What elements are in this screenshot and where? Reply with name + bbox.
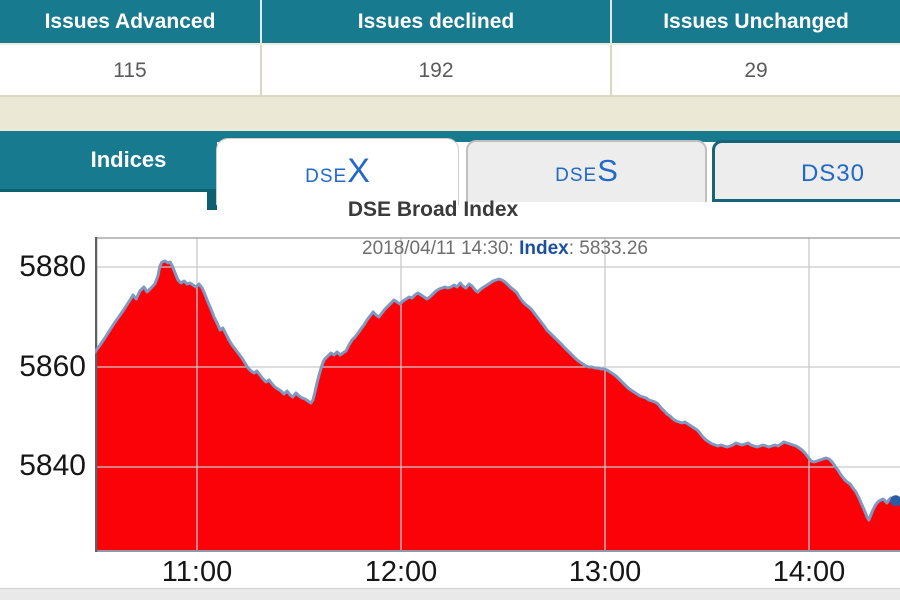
x-axis-label-1100: 11:00 xyxy=(161,556,233,588)
stats-value-issues-unchanged: 29 xyxy=(612,45,900,97)
tab-ds30-label: DS30 xyxy=(800,160,866,187)
stats-header-issues-declined: Issues declined xyxy=(262,0,612,43)
bottom-divider-strip xyxy=(0,588,900,600)
y-axis-label-5860: 5860 xyxy=(19,350,86,383)
stats-header-issues-advanced: Issues Advanced xyxy=(0,0,262,43)
tab-dses[interactable]: DSES xyxy=(466,140,707,202)
indices-panel-label: Indices xyxy=(0,131,217,192)
x-axis-label-1200: 12:00 xyxy=(364,556,438,588)
chart-subtitle-index-label: Index xyxy=(519,238,569,259)
chart-subtitle-index-value: : 5833.26 xyxy=(568,238,648,259)
area-fill xyxy=(95,261,900,552)
chart-subtitle-datetime: 2018/04/11 14:30: xyxy=(362,238,520,259)
tab-dsex-suffix: X xyxy=(347,152,370,190)
tab-dses-prefix: DSE xyxy=(555,165,598,186)
beige-divider xyxy=(0,97,900,131)
tab-dses-suffix: S xyxy=(597,153,618,188)
tab-ds30[interactable]: DS30 xyxy=(712,140,900,202)
y-axis-label-5840: 5840 xyxy=(19,449,86,482)
stats-value-row: 115 192 29 xyxy=(0,43,900,97)
market-stats-table: Issues Advanced Issues declined Issues U… xyxy=(0,0,900,97)
last-point-marker xyxy=(890,495,900,507)
y-axis-label-5880: 5880 xyxy=(19,250,86,283)
tab-band-strip xyxy=(0,131,900,142)
chart-subtitle: 2018/04/11 14:30: Index: 5833.26 xyxy=(255,238,755,260)
x-axis-label-1400: 14:00 xyxy=(772,556,846,588)
stats-header-row: Issues Advanced Issues declined Issues U… xyxy=(0,0,900,43)
chart-title: DSE Broad Index xyxy=(347,198,519,221)
stats-value-issues-declined: 192 xyxy=(262,45,612,97)
stats-value-issues-advanced: 115 xyxy=(0,45,262,97)
indices-corner-decoration xyxy=(207,192,217,210)
index-area-chart[interactable] xyxy=(95,237,900,552)
index-line xyxy=(95,259,900,522)
tab-dsex[interactable]: DSEX xyxy=(216,138,459,205)
tab-dsex-prefix: DSE xyxy=(305,166,348,187)
stats-header-issues-unchanged: Issues Unchanged xyxy=(612,0,900,43)
x-axis-label-1300: 13:00 xyxy=(568,556,642,588)
